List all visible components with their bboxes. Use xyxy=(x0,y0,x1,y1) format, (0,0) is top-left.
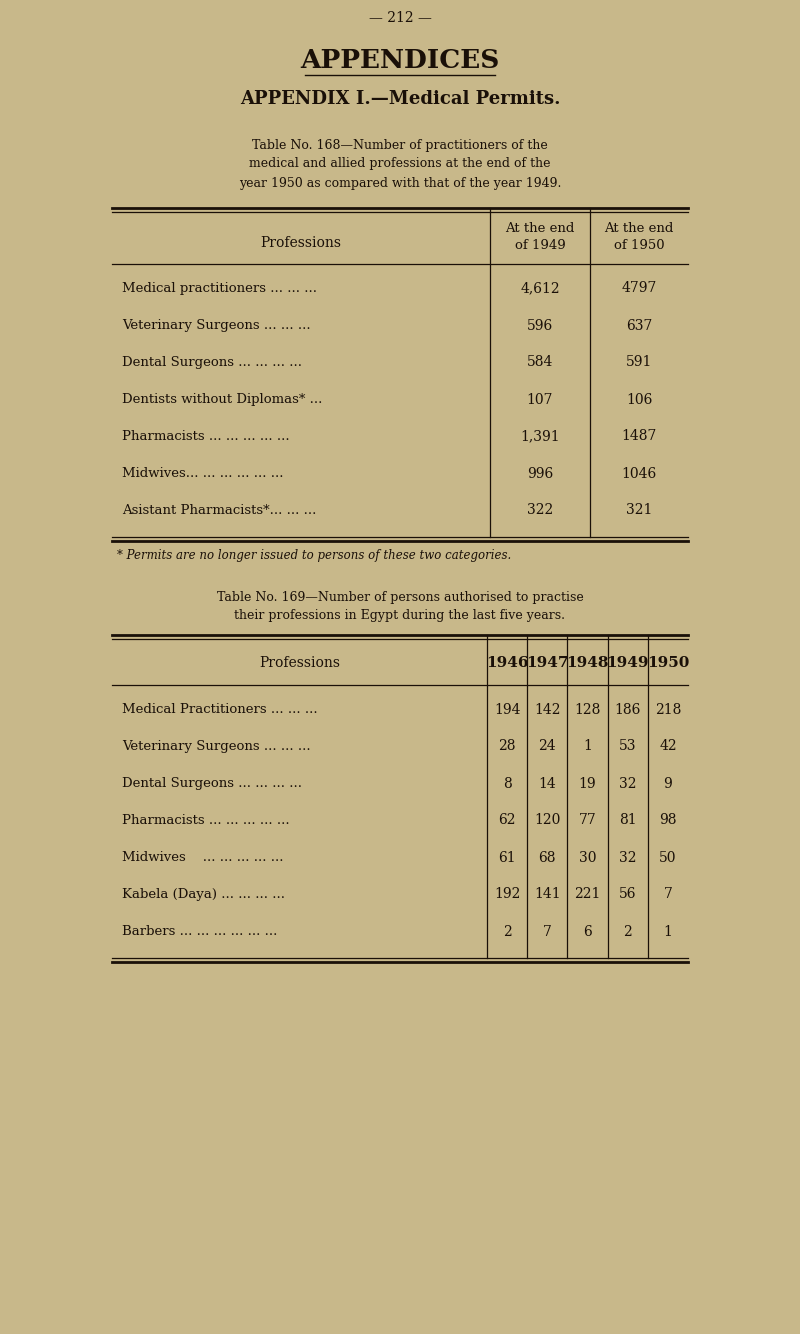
Text: 4797: 4797 xyxy=(622,281,657,296)
Text: 32: 32 xyxy=(619,851,637,864)
Text: 322: 322 xyxy=(527,503,553,518)
Text: 106: 106 xyxy=(626,392,652,407)
Text: 61: 61 xyxy=(498,851,516,864)
Text: — 212 —: — 212 — xyxy=(369,11,431,25)
Text: Barbers ... ... ... ... ... ...: Barbers ... ... ... ... ... ... xyxy=(122,924,278,938)
Text: their professions in Egypt during the last five years.: their professions in Egypt during the la… xyxy=(234,610,566,623)
Text: medical and allied professions at the end of the: medical and allied professions at the en… xyxy=(250,157,550,171)
Text: 142: 142 xyxy=(534,703,561,716)
Text: 77: 77 xyxy=(578,814,596,827)
Text: 24: 24 xyxy=(538,739,556,754)
Text: 7: 7 xyxy=(663,887,672,902)
Text: APPENDICES: APPENDICES xyxy=(300,48,500,72)
Text: 186: 186 xyxy=(614,703,641,716)
Text: Pharmacists ... ... ... ... ...: Pharmacists ... ... ... ... ... xyxy=(122,430,290,443)
Text: 30: 30 xyxy=(578,851,596,864)
Text: 637: 637 xyxy=(626,319,652,332)
Text: 596: 596 xyxy=(527,319,553,332)
Text: 1487: 1487 xyxy=(622,430,657,443)
Text: APPENDIX I.—Medical Permits.: APPENDIX I.—Medical Permits. xyxy=(240,89,560,108)
Text: 141: 141 xyxy=(534,887,561,902)
Text: Kabela (Daya) ... ... ... ...: Kabela (Daya) ... ... ... ... xyxy=(122,888,285,900)
Text: 218: 218 xyxy=(654,703,681,716)
Text: Asistant Pharmacists*... ... ...: Asistant Pharmacists*... ... ... xyxy=(122,504,316,518)
Text: Table No. 168—Number of practitioners of the: Table No. 168—Number of practitioners of… xyxy=(252,139,548,152)
Text: 107: 107 xyxy=(526,392,554,407)
Text: 81: 81 xyxy=(619,814,637,827)
Text: Veterinary Surgeons ... ... ...: Veterinary Surgeons ... ... ... xyxy=(122,740,310,752)
Text: Table No. 169—Number of persons authorised to practise: Table No. 169—Number of persons authoris… xyxy=(217,591,583,603)
Text: 221: 221 xyxy=(574,887,601,902)
Text: Professions: Professions xyxy=(259,656,340,670)
Text: 321: 321 xyxy=(626,503,652,518)
Text: 50: 50 xyxy=(659,851,677,864)
Text: 6: 6 xyxy=(583,924,592,939)
Text: 68: 68 xyxy=(538,851,556,864)
Text: 996: 996 xyxy=(527,467,553,480)
Text: 1946: 1946 xyxy=(486,656,528,670)
Text: 1947: 1947 xyxy=(526,656,569,670)
Text: 1: 1 xyxy=(663,924,672,939)
Text: Medical Practitioners ... ... ...: Medical Practitioners ... ... ... xyxy=(122,703,318,716)
Text: 9: 9 xyxy=(663,776,672,791)
Text: Medical practitioners ... ... ...: Medical practitioners ... ... ... xyxy=(122,281,317,295)
Text: Midwives... ... ... ... ... ...: Midwives... ... ... ... ... ... xyxy=(122,467,283,480)
Text: 2: 2 xyxy=(502,924,511,939)
Text: Dental Surgeons ... ... ... ...: Dental Surgeons ... ... ... ... xyxy=(122,356,302,370)
Text: At the end
of 1950: At the end of 1950 xyxy=(604,221,674,252)
Text: 1046: 1046 xyxy=(622,467,657,480)
Text: 1950: 1950 xyxy=(646,656,689,670)
Text: Veterinary Surgeons ... ... ...: Veterinary Surgeons ... ... ... xyxy=(122,319,310,332)
Text: Professions: Professions xyxy=(261,236,342,249)
Text: At the end
of 1949: At the end of 1949 xyxy=(506,221,574,252)
Text: 8: 8 xyxy=(502,776,511,791)
Text: 584: 584 xyxy=(527,355,553,370)
Text: 28: 28 xyxy=(498,739,516,754)
Text: * Permits are no longer issued to persons of these two categories.: * Permits are no longer issued to person… xyxy=(117,548,511,562)
Text: 194: 194 xyxy=(494,703,520,716)
Text: 42: 42 xyxy=(659,739,677,754)
Text: 14: 14 xyxy=(538,776,556,791)
Text: 53: 53 xyxy=(619,739,637,754)
Text: 192: 192 xyxy=(494,887,520,902)
Text: 128: 128 xyxy=(574,703,601,716)
Text: 32: 32 xyxy=(619,776,637,791)
Text: 591: 591 xyxy=(626,355,652,370)
Text: 56: 56 xyxy=(619,887,637,902)
Text: 2: 2 xyxy=(623,924,632,939)
Text: 120: 120 xyxy=(534,814,561,827)
Text: 1: 1 xyxy=(583,739,592,754)
Text: Midwives    ... ... ... ... ...: Midwives ... ... ... ... ... xyxy=(122,851,283,864)
Text: 62: 62 xyxy=(498,814,516,827)
Text: 1949: 1949 xyxy=(606,656,649,670)
Text: Pharmacists ... ... ... ... ...: Pharmacists ... ... ... ... ... xyxy=(122,814,290,827)
Text: Dental Surgeons ... ... ... ...: Dental Surgeons ... ... ... ... xyxy=(122,776,302,790)
Text: 98: 98 xyxy=(659,814,677,827)
Text: year 1950 as compared with that of the year 1949.: year 1950 as compared with that of the y… xyxy=(239,176,561,189)
Text: 1,391: 1,391 xyxy=(520,430,560,443)
Text: 4,612: 4,612 xyxy=(520,281,560,296)
Text: Dentists without Diplomas* ...: Dentists without Diplomas* ... xyxy=(122,394,322,406)
Text: 7: 7 xyxy=(543,924,552,939)
Text: 1948: 1948 xyxy=(566,656,609,670)
Text: 19: 19 xyxy=(578,776,596,791)
